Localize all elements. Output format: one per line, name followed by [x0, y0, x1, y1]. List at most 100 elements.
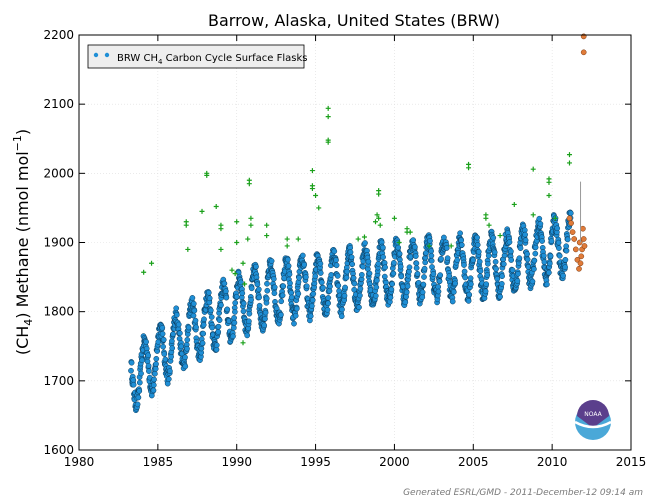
data-point: [524, 256, 531, 263]
data-point: [448, 243, 454, 249]
data-point: [465, 298, 472, 304]
data-point: [338, 313, 345, 320]
data-point: [556, 245, 562, 251]
data-point: [540, 252, 547, 259]
data-point: [223, 288, 229, 295]
data-point: [580, 225, 586, 232]
data-point: [232, 300, 239, 306]
data-point: [404, 283, 411, 290]
data-point: [466, 165, 472, 171]
data-point: [231, 315, 237, 321]
data-point: [567, 210, 574, 217]
data-point: [324, 306, 331, 313]
data-point: [285, 263, 292, 269]
data-point: [175, 321, 182, 328]
data-point: [316, 205, 322, 211]
data-point: [141, 269, 147, 275]
data-point: [151, 376, 157, 383]
data-point: [555, 239, 562, 246]
data-point: [313, 192, 319, 198]
data-point: [531, 266, 537, 272]
data-point: [254, 281, 261, 288]
data-point: [208, 314, 215, 320]
data-point: [427, 238, 433, 244]
data-point: [240, 260, 246, 266]
data-point: [130, 381, 137, 388]
axis-ticks: 1980 1985 1990 1995 2000 2005 2010 2015 1600 1700…: [43, 28, 646, 469]
data-point: [130, 377, 137, 383]
data-point: [248, 285, 255, 292]
data-point: [536, 215, 543, 222]
data-point: [278, 311, 284, 318]
data-point: [497, 293, 503, 300]
data-point: [372, 292, 379, 299]
series-brw-ch4-carbon-cycle-surface-flasks: [128, 209, 574, 414]
data-point: [468, 281, 474, 287]
data-point: [355, 236, 361, 242]
data-point: [342, 284, 348, 291]
series-flagged: [141, 105, 572, 346]
noaa-logo-wave: [574, 420, 612, 429]
data-point: [500, 261, 507, 267]
data-point: [484, 272, 491, 278]
data-point: [309, 297, 316, 304]
data-point: [430, 271, 437, 277]
data-point: [264, 222, 270, 228]
data-point: [224, 306, 231, 313]
data-point: [532, 250, 539, 257]
data-point: [539, 238, 545, 244]
data-point: [546, 179, 552, 185]
data-point: [462, 274, 469, 281]
data-point: [576, 239, 583, 246]
data-point: [256, 294, 262, 301]
data-point: [457, 230, 463, 237]
data-point: [128, 359, 135, 366]
data-point: [230, 324, 237, 331]
data-point: [215, 323, 222, 330]
data-point: [546, 260, 553, 267]
footer-text: Generated ESRL/GMD - 2011-December-12 09…: [403, 488, 643, 498]
data-point: [184, 345, 190, 352]
data-point: [206, 295, 213, 302]
data-point: [262, 309, 269, 316]
data-point: [169, 345, 176, 351]
data-point: [461, 262, 467, 268]
data-point: [138, 370, 144, 377]
data-point: [248, 222, 254, 228]
data-point: [334, 273, 341, 279]
data-point: [182, 354, 188, 361]
data-point: [278, 298, 285, 305]
data-point: [162, 356, 169, 363]
data-point: [422, 259, 429, 266]
data-point: [333, 257, 339, 263]
data-point: [374, 277, 380, 284]
data-point: [246, 318, 252, 325]
data-point: [134, 401, 141, 408]
data-point: [486, 222, 492, 228]
data-point: [470, 257, 476, 263]
data-point: [483, 281, 490, 287]
data-point: [184, 336, 191, 343]
data-point: [335, 282, 342, 289]
data-point: [240, 308, 247, 315]
data-point: [376, 215, 382, 221]
data-point: [522, 231, 528, 238]
data-point: [576, 265, 582, 272]
data-point: [153, 361, 159, 367]
y-tick-label: 1700: [43, 374, 74, 388]
data-point: [544, 281, 550, 288]
data-point: [333, 262, 340, 269]
data-point: [426, 243, 432, 249]
data-point: [389, 281, 396, 287]
y-tick-label: 2200: [43, 28, 74, 42]
data-point: [331, 248, 338, 255]
data-point: [437, 272, 444, 278]
data-point: [233, 293, 240, 300]
data-point: [287, 280, 293, 287]
noaa-logo-bird: [577, 400, 609, 428]
data-point: [402, 299, 409, 306]
data-point: [200, 321, 207, 328]
data-point: [498, 280, 505, 287]
data-point: [347, 249, 354, 256]
data-point: [325, 105, 331, 111]
